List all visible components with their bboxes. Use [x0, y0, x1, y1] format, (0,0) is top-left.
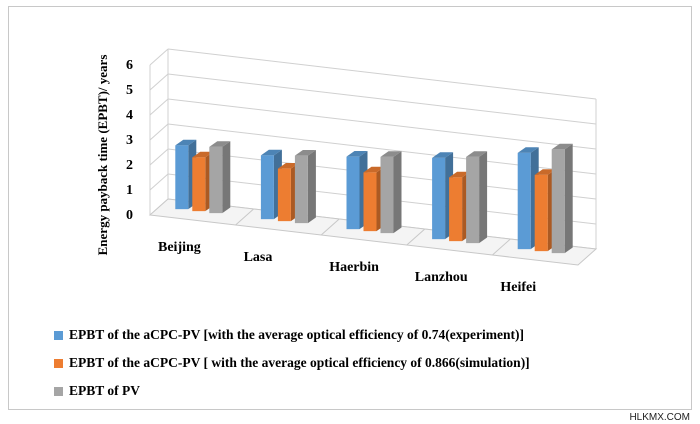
gridline-back	[167, 98, 597, 150]
bar-top	[277, 163, 299, 169]
bar-side	[393, 151, 402, 234]
x-tick-label: Haerbin	[329, 260, 379, 275]
gridline-side	[149, 148, 169, 166]
bar-top	[432, 152, 454, 158]
legend-item-experiment: EPBT of the aCPC-PV [with the average op…	[54, 321, 530, 349]
floor-divider	[235, 208, 254, 226]
bar-lasa-series-3	[294, 155, 308, 224]
bar-top	[192, 151, 214, 158]
bar-beijing-series-1	[175, 145, 189, 210]
bar-top	[175, 139, 197, 146]
bar-haerbin-series-1	[346, 156, 360, 230]
bar-heifei-series-3	[551, 149, 565, 254]
bar-side	[479, 151, 488, 244]
y-tick-label: 6	[126, 58, 133, 73]
bar-lanzhou-series-3	[466, 156, 480, 244]
y-tick-label: 1	[126, 183, 133, 198]
floor-divider	[320, 218, 340, 236]
bar-lanzhou-series-2	[449, 177, 463, 242]
legend-swatch-simulation	[54, 358, 63, 368]
y-axis-label: Energy payback time (EPBT)/ years	[95, 55, 110, 256]
gridline-side	[149, 73, 169, 91]
bar-top	[380, 151, 402, 157]
legend-label-simulation: EPBT of the aCPC-PV [ with the average o…	[69, 355, 530, 370]
floor-divider	[492, 238, 511, 256]
gridline-side	[149, 98, 169, 116]
chart-legend: EPBT of the aCPC-PV [with the average op…	[54, 321, 530, 405]
legend-item-pv: EPBT of PV	[54, 377, 530, 405]
bar-beijing-series-3	[209, 146, 223, 214]
bar-top	[534, 169, 556, 175]
bar-top	[449, 171, 471, 178]
y-tick-label: 0	[126, 208, 133, 223]
bar-top	[466, 151, 488, 157]
bar-beijing-series-2	[192, 157, 206, 212]
y-tick-label: 4	[126, 108, 133, 123]
bar-side	[307, 150, 316, 224]
watermark-text: HLKMX.COM	[629, 412, 690, 423]
legend-label-pv: EPBT of PV	[69, 383, 141, 398]
x-tick-label: Heifei	[500, 280, 536, 295]
y-tick-label: 2	[126, 158, 133, 173]
bar-top	[260, 149, 282, 156]
bar-heifei-series-2	[534, 174, 548, 252]
bar-top	[551, 143, 573, 150]
bar-top	[517, 147, 539, 153]
bar-lasa-series-1	[260, 155, 274, 220]
x-tick-label: Lasa	[244, 250, 273, 265]
legend-item-simulation: EPBT of the aCPC-PV [ with the average o…	[54, 349, 530, 377]
bar-top	[294, 150, 316, 156]
floor-divider	[406, 228, 426, 246]
bar-top	[363, 166, 385, 173]
x-tick-label: Beijing	[158, 240, 201, 255]
legend-swatch-pv	[54, 386, 63, 396]
x-tick-label: Lanzhou	[415, 270, 468, 285]
gridline-back	[167, 48, 597, 100]
bar-side	[564, 143, 573, 254]
gridline-side	[149, 48, 169, 66]
legend-label-experiment: EPBT of the aCPC-PV [with the average op…	[69, 327, 525, 342]
legend-swatch-experiment	[54, 330, 63, 340]
bar-side	[222, 141, 231, 214]
bar-top	[209, 141, 231, 147]
y-tick-label: 5	[126, 83, 133, 98]
gridline-side	[149, 123, 169, 141]
gridline-back	[167, 73, 597, 125]
gridline-side	[149, 173, 169, 191]
bar-lanzhou-series-1	[432, 157, 446, 240]
bar-heifei-series-1	[517, 152, 531, 250]
bar-haerbin-series-2	[363, 172, 377, 232]
y-tick-label: 3	[126, 133, 133, 148]
bar-top	[346, 151, 368, 157]
bar-haerbin-series-3	[380, 156, 394, 234]
bar-lasa-series-2	[277, 168, 291, 222]
